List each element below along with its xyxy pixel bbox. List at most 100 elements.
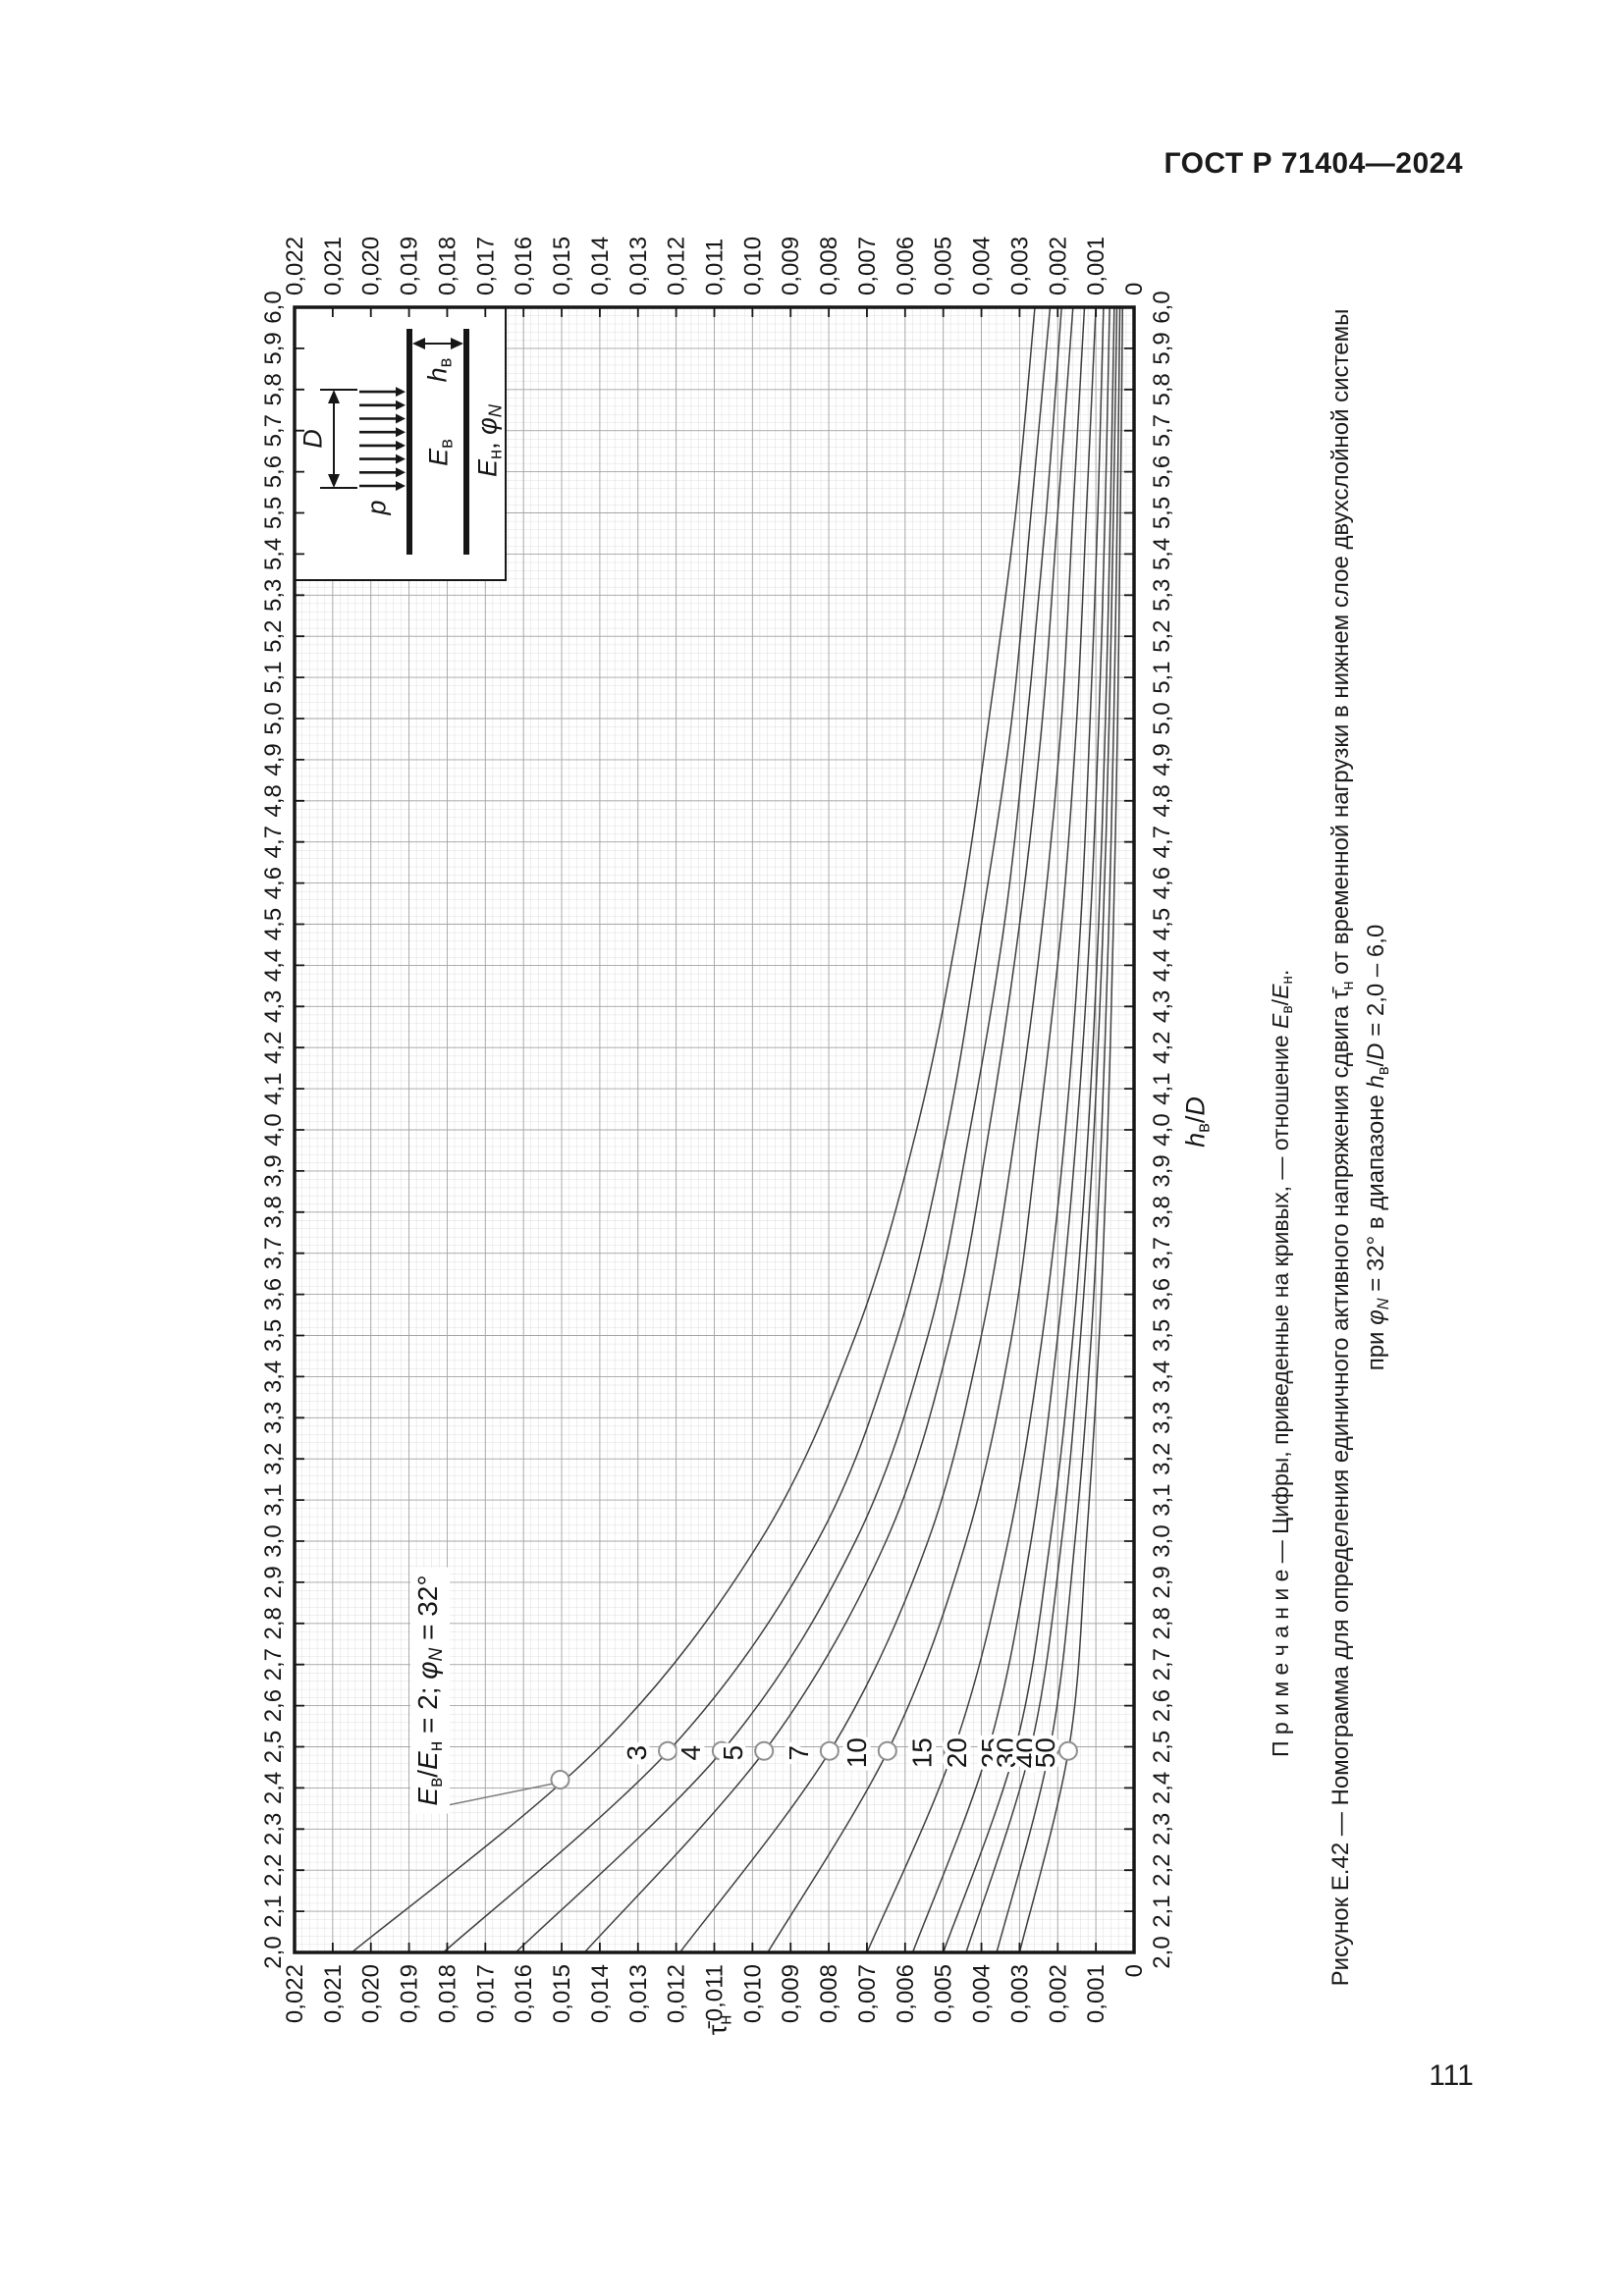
x-tick-bottom: 2,8 — [1149, 1607, 1175, 1639]
x-tick-bottom: 5,5 — [1149, 497, 1175, 529]
text-segment: в — [434, 357, 456, 368]
curve2-leader — [447, 1770, 570, 1806]
x-tick-top: 2,6 — [260, 1689, 287, 1722]
curve-15 — [866, 306, 1105, 1953]
x-axis-tick-labels: 2,0 2,0 2,1 2,1 2,2 2,2 2,3 2,3 2,4 2,4 2,5 2,5 2,6 2… — [260, 291, 1175, 1968]
curve-7-label: 7 — [784, 1745, 814, 1761]
text-segment: D — [298, 429, 328, 449]
x-tick-bottom: 5,6 — [1149, 455, 1175, 488]
curve-15-label: 15 — [907, 1737, 938, 1768]
y-tick-right: 0,014 — [587, 237, 614, 295]
x-tick-bottom: 3,7 — [1149, 1237, 1175, 1269]
text-segment: φ — [472, 417, 503, 435]
text-segment: h — [422, 367, 453, 383]
x-tick-bottom: 4,7 — [1149, 826, 1175, 858]
inset-load-arrowhead — [396, 454, 406, 464]
y-tick-right: 0,013 — [625, 237, 652, 295]
text-segment: N — [484, 403, 506, 418]
text-segment: в — [1374, 1066, 1392, 1076]
curve-50-marker — [1057, 1740, 1078, 1761]
x-tick-top: 4,4 — [260, 949, 287, 982]
inset-load-arrowhead — [396, 440, 406, 451]
text-segment: в — [1192, 1123, 1214, 1133]
x-tick-bottom: 3,5 — [1149, 1319, 1175, 1352]
y-tick-right: 0,007 — [854, 237, 881, 295]
curve-50-label: 50 — [1030, 1737, 1060, 1768]
x-tick-bottom: 4,8 — [1149, 784, 1175, 817]
x-tick-top: 4,7 — [260, 826, 287, 858]
y-tick-left: 0 — [1121, 1964, 1148, 1977]
x-tick-bottom: 5,9 — [1149, 332, 1175, 364]
x-tick-top: 3,2 — [260, 1443, 287, 1475]
inset-load-arrowhead — [396, 413, 406, 424]
inset-hv-label: hв — [422, 357, 456, 383]
x-tick-bottom: 3,6 — [1149, 1278, 1175, 1310]
x-tick-top: 5,8 — [260, 373, 287, 405]
x-tick-bottom: 3,4 — [1149, 1361, 1175, 1393]
text-segment: h — [1180, 1132, 1211, 1148]
x-tick-bottom: 2,6 — [1149, 1689, 1175, 1722]
text-segment: н — [1338, 981, 1357, 990]
y-axis-tick-labels: 0 0 0,001 0,001 0,002 0,002 0,003 0,003 0,004 0,0… — [282, 237, 1148, 2023]
x-tick-top: 5,9 — [260, 332, 287, 364]
text-segment: = 32° в диапазоне — [1363, 1088, 1389, 1299]
curve-15-marker — [943, 1740, 963, 1761]
text-segment: , — [472, 434, 503, 450]
text-segment: при — [1363, 1324, 1389, 1371]
inset-upper-modulus-label: Eв — [424, 439, 457, 466]
x-tick-bottom: 2,1 — [1149, 1895, 1175, 1927]
x-tick-top: 3,9 — [260, 1154, 287, 1187]
inset-load-arrowhead — [396, 481, 406, 491]
y-tick-left: 0,002 — [1045, 1964, 1071, 2023]
curve-2-marker — [550, 1770, 570, 1790]
x-tick-bottom: 4,3 — [1149, 990, 1175, 1023]
x-tick-top: 3,1 — [260, 1483, 287, 1516]
inset-hv-arrowhead-bottom — [451, 338, 463, 349]
text-segment: h — [1363, 1075, 1389, 1089]
text-segment: E — [1268, 984, 1293, 999]
x-tick-top: 4,3 — [260, 990, 287, 1023]
x-tick-top: 3,5 — [260, 1319, 287, 1352]
curve-3-marker — [658, 1740, 678, 1761]
x-tick-bottom: 2,0 — [1149, 1936, 1175, 1968]
curve-7 — [678, 306, 1086, 1953]
y-tick-left: 0,013 — [625, 1964, 652, 2023]
y-tick-right: 0,022 — [282, 237, 308, 295]
y-tick-left: 0,007 — [854, 1964, 881, 2023]
plot-grid — [294, 306, 1135, 1953]
y-tick-left: 0,012 — [664, 1964, 690, 2023]
y-tick-right: 0,021 — [320, 237, 347, 295]
y-tick-left: 0,020 — [358, 1964, 385, 2023]
x-tick-top: 4,0 — [260, 1113, 287, 1146]
text-segment: Рисунок Е.42 — Номограмма для определени… — [1327, 998, 1354, 1987]
text-segment: в — [435, 439, 457, 449]
curve-40-marker — [1039, 1740, 1059, 1761]
curve-40-label: 40 — [1010, 1737, 1041, 1768]
text-segment: П р и м е ч а н и е — Цифры, приведенные… — [1268, 1028, 1293, 1757]
y-tick-left: 0,016 — [511, 1964, 537, 2023]
curve-30 — [965, 306, 1118, 1953]
x-tick-bottom: 5,3 — [1149, 579, 1175, 612]
x-tick-top: 4,5 — [260, 908, 287, 940]
text-segment: = 2,0 – 6,0 — [1363, 924, 1389, 1043]
y-tick-right: 0,016 — [511, 237, 537, 295]
x-tick-bottom: 5,7 — [1149, 414, 1175, 447]
x-tick-bottom: 2,2 — [1149, 1854, 1175, 1887]
y-tick-right: 0,019 — [397, 237, 423, 295]
y-tick-left: 0,009 — [778, 1964, 804, 2023]
y-tick-left: 0,011 — [702, 1964, 729, 2021]
text-segment: . — [1268, 969, 1293, 976]
x-tick-bottom: 2,5 — [1149, 1731, 1175, 1763]
x-tick-bottom: 4,2 — [1149, 1032, 1175, 1064]
text-segment: D — [1363, 1042, 1389, 1060]
y-tick-right: 0,001 — [1083, 237, 1110, 295]
inset-lower-modulus-label: Eн, φN — [472, 403, 506, 477]
x-tick-top: 4,1 — [260, 1072, 287, 1104]
x-tick-bottom: 5,2 — [1149, 620, 1175, 653]
text-segment: н — [714, 2014, 735, 2025]
y-tick-right: 0,017 — [472, 237, 499, 295]
x-tick-bottom: 5,0 — [1149, 702, 1175, 734]
y-tick-right: 0,015 — [549, 237, 575, 295]
x-tick-bottom: 2,7 — [1149, 1648, 1175, 1681]
